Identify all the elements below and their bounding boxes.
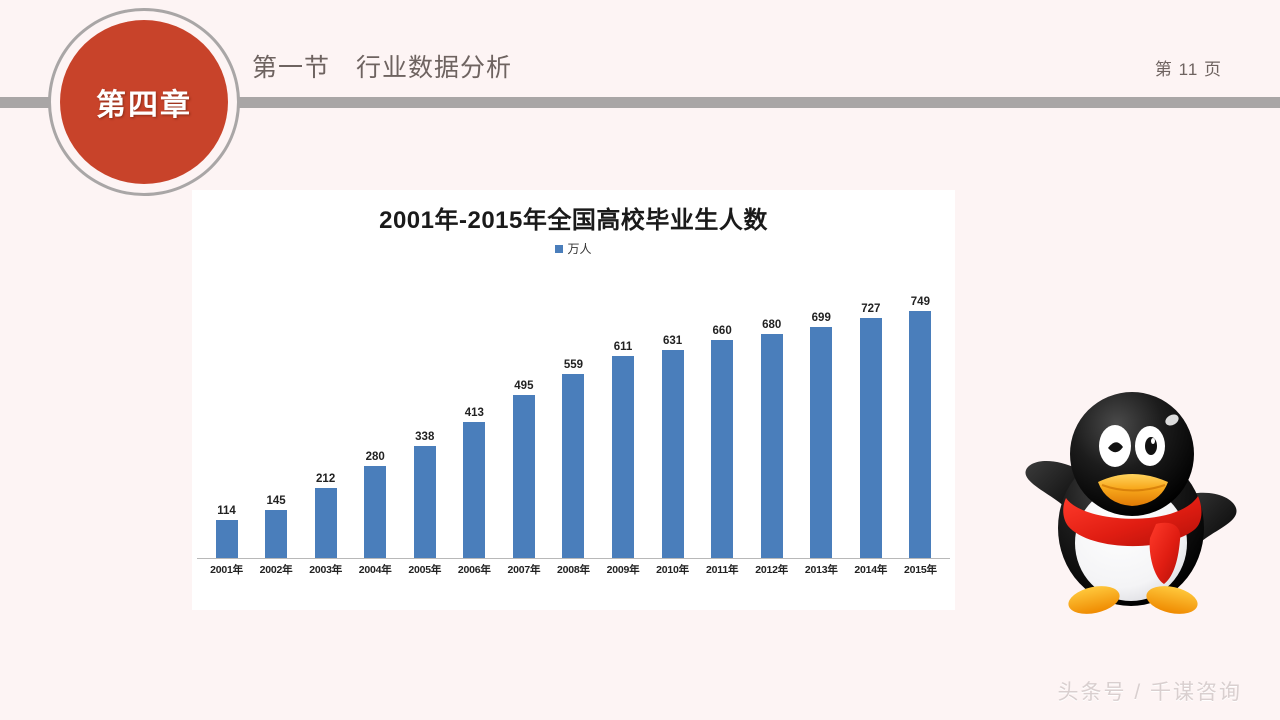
chart-x-tick-label: 2014年 (854, 564, 888, 576)
chart-x-tick-label: 2004年 (358, 564, 392, 576)
legend-swatch-icon (555, 244, 564, 253)
penguin-right-foot (1146, 586, 1198, 614)
chart-bar: 680 (747, 268, 796, 558)
watermark-text: 头条号 / 千谋咨询 (1057, 681, 1242, 704)
header-divider-bar (0, 97, 1280, 108)
section-title: 第一节 行业数据分析 (252, 54, 513, 82)
chart-bar-rect (512, 395, 535, 558)
chart-bar-value-label: 727 (861, 302, 881, 315)
penguin-right-pupil-glint (1151, 438, 1155, 444)
chart-bar-value-label: 212 (316, 472, 336, 485)
chart-bar: 338 (400, 268, 449, 558)
chart-title: 2001年-2015年全国高校毕业生人数 (379, 207, 768, 234)
chart-bar-rect (859, 318, 882, 558)
penguin-left-pupil (1108, 442, 1123, 453)
chart-bar-value-label: 413 (464, 406, 484, 419)
chart-bar-rect (314, 488, 337, 558)
chart-bar: 413 (450, 268, 499, 558)
chart-x-tick-label: 2006年 (457, 564, 491, 576)
chart-x-tick-label: 2015年 (903, 564, 937, 576)
penguin-left-foot (1068, 586, 1120, 614)
page-number: 第 11 页 (1154, 60, 1222, 79)
penguin-beak-line (1101, 484, 1166, 492)
chart-bar-rect (413, 446, 436, 558)
chapter-badge-circle: 第四章 (60, 20, 228, 184)
penguin-right-pupil (1145, 437, 1157, 455)
chart-bar-rect (760, 334, 783, 558)
chart-bar-rect (463, 422, 486, 558)
chart-legend: 万人 (192, 240, 955, 257)
chart-bar-value-label: 559 (563, 358, 584, 371)
chart-x-tick-label: 2003年 (309, 564, 343, 576)
chart-bar: 749 (896, 268, 945, 558)
chart-bar-rect (909, 311, 932, 558)
chart-bar-value-label: 631 (662, 334, 683, 347)
chart-x-axis-line (197, 558, 950, 559)
chart-bar-rect (661, 350, 684, 558)
chart-x-tick-label: 2008年 (557, 564, 590, 576)
chart-bar-value-label: 495 (514, 379, 534, 392)
chart-bar: 660 (698, 268, 747, 558)
chart-bar-value-label: 280 (365, 450, 385, 463)
chart-bar: 611 (599, 268, 648, 558)
chart-bar: 699 (797, 268, 846, 558)
chart-x-tick-label: 2005年 (408, 564, 442, 576)
chart-bar-rect (612, 356, 634, 558)
chart-x-tick-label: 2009年 (606, 564, 640, 576)
chart-bar-value-label: 749 (910, 295, 930, 308)
chart-x-axis-labels: 2001年 2002年 2003年 2004年 2005年 2006年 2007年 2008年… (202, 562, 945, 577)
chart-x-tick-label: 2013年 (804, 564, 838, 576)
chart-bar-rect (364, 466, 387, 558)
chart-bar-rect (265, 510, 288, 558)
chart-x-tick-label: 2012年 (755, 564, 789, 576)
chapter-badge-label: 第四章 (96, 89, 192, 122)
chart-bar-rect (215, 520, 238, 558)
penguin-head-highlight (1165, 414, 1179, 426)
chart-bar-value-label: 611 (613, 340, 633, 353)
chart-x-tick-label: 2011年 (705, 564, 739, 576)
chart-bar-value-label: 660 (712, 324, 732, 337)
chart-bar: 114 (202, 268, 251, 558)
chart-bar-rect (562, 374, 585, 558)
chart-bar: 727 (846, 268, 895, 558)
chart-bar-value-label: 114 (217, 504, 236, 517)
qq-penguin-mascot (1022, 378, 1240, 630)
chart-bar: 145 (252, 268, 301, 558)
chart-x-tick-label: 2007年 (507, 564, 541, 576)
chart-bar-value-label: 145 (266, 494, 286, 507)
chart-bar: 631 (648, 268, 697, 558)
chart-bar-value-label: 680 (762, 318, 782, 331)
chart-bar-rect (810, 327, 833, 558)
chart-bar-value-label: 699 (811, 311, 831, 324)
chapter-badge: 第四章 (48, 8, 240, 196)
chart-panel: 2001年-2015年全国高校毕业生人数 万人 114 145 212 280 338 4… (192, 190, 955, 610)
chart-x-tick-label: 2002年 (259, 564, 293, 576)
legend-label: 万人 (567, 242, 592, 256)
chart-x-tick-label: 2010年 (656, 564, 689, 576)
chart-bar: 212 (301, 268, 350, 558)
chart-bar-rect (711, 340, 734, 558)
chart-bar: 495 (499, 268, 548, 558)
chart-bars-group: 114 145 212 280 338 413 495 559 611 631 660 680 699 7… (202, 268, 945, 558)
penguin-scarf-tail (1149, 522, 1181, 584)
chart-bar: 559 (549, 268, 598, 558)
chart-bar: 280 (351, 268, 400, 558)
chart-bar-value-label: 338 (415, 430, 435, 443)
chart-x-tick-label: 2001年 (210, 564, 243, 576)
